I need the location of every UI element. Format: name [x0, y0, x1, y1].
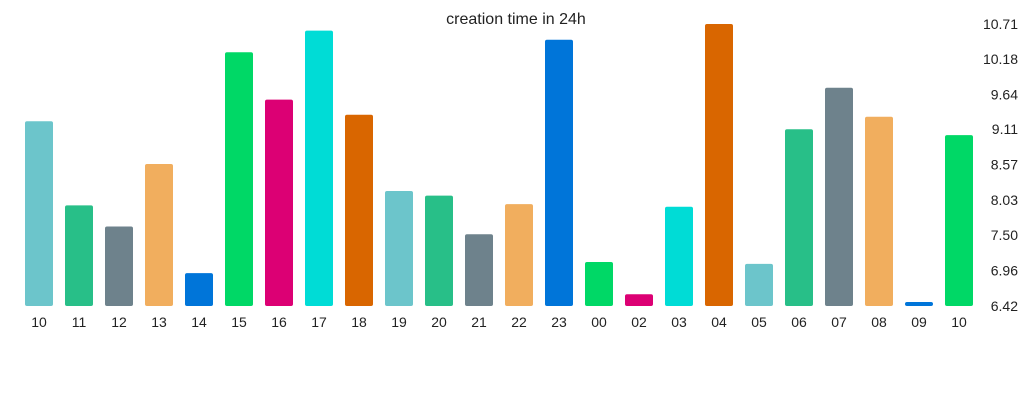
x-tick-label: 07	[831, 314, 847, 330]
bar-8	[345, 114, 373, 306]
x-tick-label: 11	[72, 314, 87, 330]
bar-16	[665, 206, 693, 306]
x-tick-label: 17	[311, 314, 327, 330]
chart-title: creation time in 24h	[446, 11, 586, 28]
y-tick-label: 7.50	[991, 227, 1018, 243]
bar-4	[185, 273, 213, 306]
bar-9	[385, 191, 413, 306]
y-tick-label: 8.57	[991, 157, 1018, 173]
bar-11	[465, 234, 493, 306]
bar-10	[425, 195, 453, 306]
bar-18	[745, 263, 773, 306]
x-tick-label: 22	[511, 314, 527, 330]
bar-0	[25, 121, 53, 306]
bar-14	[585, 262, 613, 306]
bar-5	[225, 52, 253, 306]
x-tick-label: 19	[391, 314, 407, 330]
x-tick-label: 04	[711, 314, 727, 330]
bars-group	[25, 24, 973, 307]
y-tick-label: 8.03	[991, 192, 1018, 208]
bar-22	[905, 302, 933, 306]
bar-7	[305, 30, 333, 306]
x-tick-label: 10	[951, 314, 967, 330]
y-tick-label: 10.18	[983, 51, 1018, 67]
x-tick-label: 23	[551, 314, 567, 330]
x-tick-label: 20	[431, 314, 447, 330]
bar-19	[785, 129, 813, 306]
y-tick-labels: 10.71 10.18 9.64 9.11 8.57 8.03 7.50 6.96 6.42	[983, 16, 1018, 314]
x-tick-label: 14	[191, 314, 207, 330]
bar-20	[825, 87, 853, 306]
x-tick-label: 10	[31, 314, 47, 330]
x-tick-label: 15	[231, 314, 247, 330]
bar-12	[505, 204, 533, 306]
bar-6	[265, 99, 293, 306]
x-tick-label: 00	[591, 314, 607, 330]
x-tick-label: 08	[871, 314, 887, 330]
x-tick-label: 13	[151, 314, 167, 330]
x-tick-labels: 10 11 12 13 14 15 16 17 18 19 20 21 22 23 00 02 03 04 05 06…	[31, 314, 967, 330]
y-tick-label: 6.42	[991, 298, 1018, 314]
y-tick-label: 9.64	[991, 86, 1018, 102]
y-tick-label: 9.11	[992, 121, 1018, 137]
x-tick-label: 18	[351, 314, 367, 330]
y-tick-label: 6.96	[991, 263, 1018, 279]
x-tick-label: 06	[791, 314, 807, 330]
bar-15	[625, 294, 653, 306]
bar-17	[705, 24, 733, 306]
x-tick-label: 16	[271, 314, 287, 330]
bar-21	[865, 116, 893, 306]
bar-13	[545, 39, 573, 307]
x-tick-label: 02	[631, 314, 647, 330]
bar-23	[945, 135, 973, 306]
x-tick-label: 05	[751, 314, 767, 330]
x-tick-label: 12	[111, 314, 127, 330]
bar-1	[65, 205, 93, 306]
x-tick-label: 03	[671, 314, 687, 330]
x-tick-label: 09	[911, 314, 927, 330]
x-tick-label: 21	[471, 314, 487, 330]
bar-2	[105, 226, 133, 306]
bar-3	[145, 164, 173, 306]
y-tick-label: 10.71	[983, 16, 1018, 32]
